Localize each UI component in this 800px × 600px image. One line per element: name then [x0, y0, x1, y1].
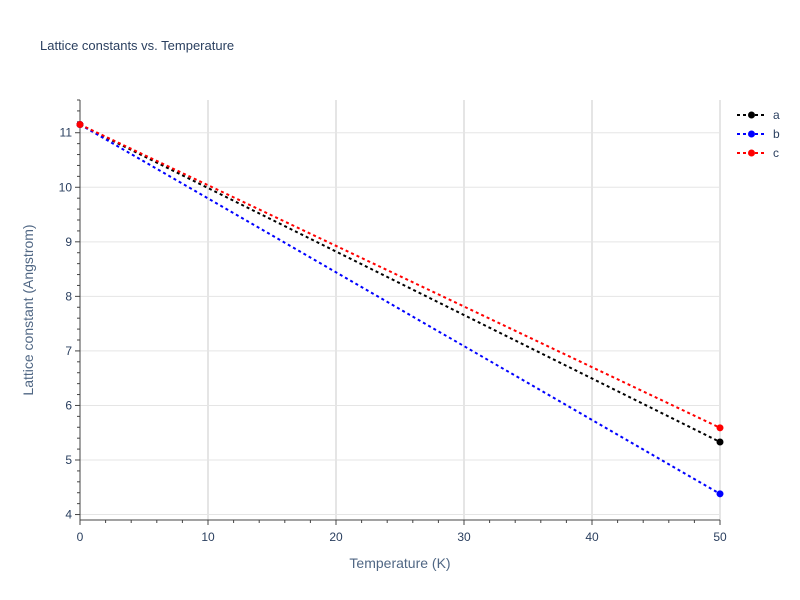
x-tick-label: 40	[585, 530, 599, 544]
x-axis-title: Temperature (K)	[349, 555, 450, 571]
legend-label: c	[773, 146, 779, 160]
legend-marker-icon	[748, 111, 755, 119]
y-tick-label: 6	[65, 398, 72, 412]
chart-title: Lattice constants vs. Temperature	[40, 38, 234, 53]
x-tick-label: 10	[201, 530, 215, 544]
legend-item-c[interactable]: c	[737, 146, 779, 160]
y-tick-label: 4	[65, 508, 72, 522]
axes: 0 10 20 30 40 50 4 5 6 7 8 9 10 11	[59, 99, 727, 544]
legend-label: a	[773, 108, 780, 122]
legend-marker-icon	[748, 130, 755, 138]
legend-item-b[interactable]: b	[737, 127, 780, 141]
series-lines	[76, 121, 724, 498]
y-tick-label: 11	[60, 126, 73, 140]
y-tick-label: 9	[65, 235, 72, 249]
series-line-a	[79, 123, 721, 443]
legend-label: b	[773, 127, 780, 141]
series-line-c	[79, 123, 721, 429]
legend[interactable]: abc	[737, 108, 780, 160]
data-point-a	[716, 438, 724, 446]
legend-marker-icon	[748, 149, 755, 157]
data-point-c	[76, 121, 84, 129]
x-tick-label: 30	[457, 530, 471, 544]
x-tick-label: 20	[329, 530, 343, 544]
legend-item-a[interactable]: a	[737, 108, 780, 122]
y-tick-label: 8	[65, 289, 72, 303]
x-tick-label: 0	[77, 530, 84, 544]
y-tick-label: 10	[59, 180, 73, 194]
series-line-b	[79, 123, 721, 495]
grid	[80, 100, 721, 520]
x-tick-label: 50	[713, 530, 727, 544]
y-tick-label: 7	[65, 344, 72, 358]
data-point-c	[716, 424, 724, 432]
data-point-b	[716, 490, 724, 498]
y-tick-label: 5	[65, 453, 72, 467]
y-axis-title: Lattice constant (Angstrom)	[20, 224, 36, 395]
